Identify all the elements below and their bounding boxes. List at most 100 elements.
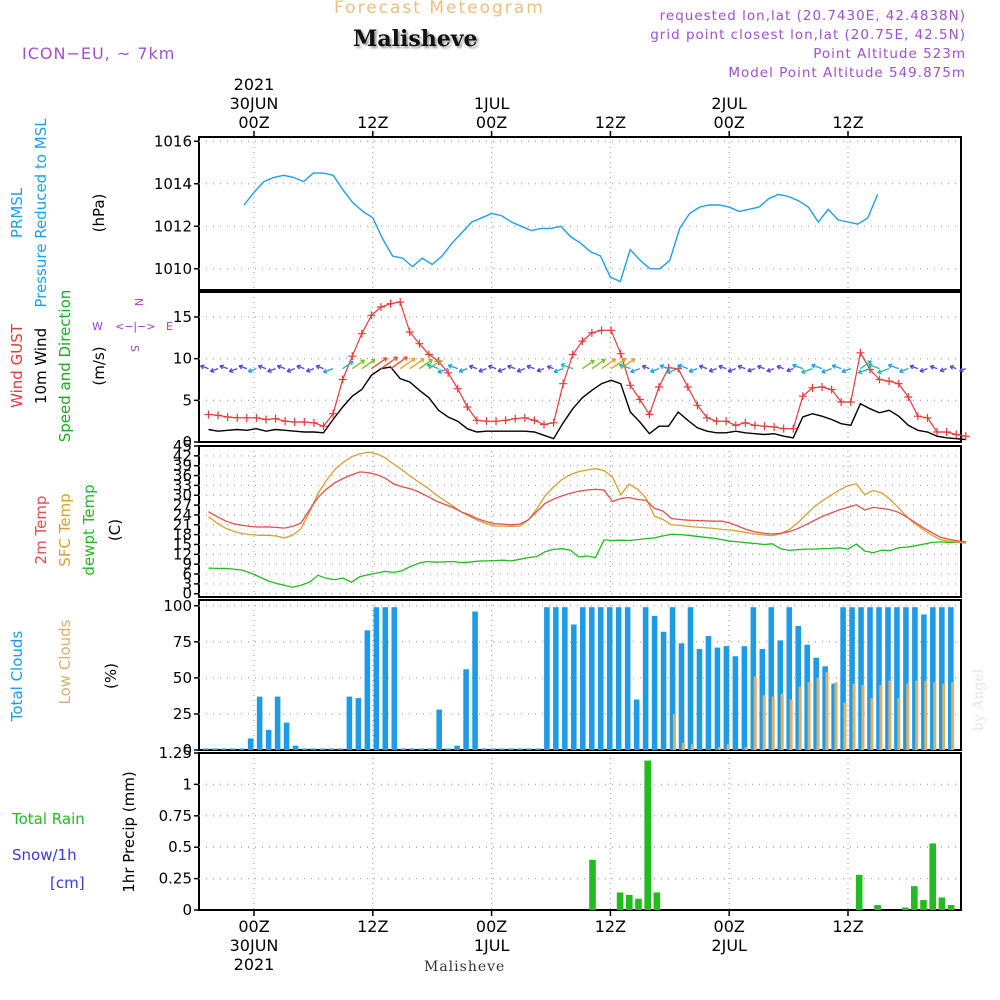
wind-arrow-head [737, 364, 743, 370]
wind-direction-arrow [737, 365, 746, 370]
wind-direction-arrow [811, 364, 823, 370]
wind-direction-arrow [841, 368, 851, 373]
rain-bar [901, 907, 909, 910]
gust-marker [587, 328, 596, 337]
x-tick-label-top: 12Z [357, 113, 388, 132]
total-cloud-bar [678, 643, 685, 750]
y-tick-label: 18 [173, 526, 192, 544]
panel-wind [198, 291, 962, 443]
low-cloud-bar [897, 698, 901, 750]
snow-unit-label: [cm] [50, 874, 85, 892]
pressure-label-short: PRMSL [8, 187, 26, 238]
total-cloud-bar [382, 607, 389, 750]
y-tick-label: 1.25 [159, 744, 192, 762]
low-cloud-bar [951, 682, 955, 750]
low-cloud-bar [861, 685, 865, 750]
wind-arrow-head [641, 364, 647, 370]
gust-marker [223, 413, 232, 421]
footer-location: Malisheve [424, 959, 506, 975]
wind-arrow-head [821, 368, 826, 374]
total-cloud-bar [283, 722, 290, 750]
rain-bar [874, 904, 881, 910]
rain-bar [920, 899, 927, 910]
panel-frame [198, 445, 962, 598]
gust-marker [578, 337, 587, 346]
gust-marker [242, 413, 251, 422]
total-cloud-bar [660, 631, 667, 750]
wind-arrow-head [756, 364, 762, 370]
wind-arrow-head [296, 364, 301, 370]
total-cloud-bar [597, 607, 604, 750]
total-cloud-bar [903, 607, 909, 750]
wind-arrow-head [811, 363, 816, 369]
wind-direction-arrow [859, 360, 872, 370]
gust-marker [779, 424, 788, 433]
panel-temperature [198, 445, 962, 598]
wind-arrow-head [393, 356, 399, 362]
requested-coords: requested lon,lat (20.7430E, 42.4838N) [659, 8, 966, 24]
y-tick-label: 3 [182, 575, 192, 593]
gust-marker [338, 375, 347, 384]
y-tick-label: 10 [173, 350, 192, 368]
panel-frame [198, 752, 962, 911]
gust-marker [482, 417, 491, 426]
total-cloud-bar [786, 607, 793, 750]
wind-arrow-head [420, 357, 425, 363]
low-cloud-bar [681, 742, 685, 750]
wind-arrow-head [841, 368, 847, 374]
compass-s: S [128, 345, 141, 352]
total-cloud-bar [211, 748, 218, 750]
total-cloud-bar [714, 647, 721, 750]
wind-direction-arrow [428, 359, 442, 370]
total-cloud-bar [346, 696, 353, 750]
gust-marker [453, 384, 462, 393]
gust-marker [808, 383, 817, 392]
rain-bar [938, 897, 946, 910]
total-cloud-bar [930, 607, 936, 750]
sfc-temp-line [208, 451, 966, 544]
wind-direction-arrow [610, 357, 627, 370]
wind-arrow-head [919, 367, 925, 373]
y-tick-label: 42 [173, 447, 192, 465]
wind-direction-arrow [478, 368, 487, 373]
gust-marker [712, 417, 721, 426]
gust-marker [904, 393, 913, 401]
wind-arrow-head [360, 359, 365, 365]
y-tick-label: 33 [173, 476, 192, 494]
total-cloud-bar [580, 607, 586, 750]
wind-arrow-head [959, 367, 964, 373]
low-cloud-bar [672, 713, 676, 750]
wind-direction-arrow [323, 368, 334, 373]
x-tick-label-bottom: 00Z [476, 917, 507, 936]
wind-arrow-head [305, 367, 311, 373]
wind-direction-arrow [497, 368, 506, 373]
wind-arrow-head [507, 364, 512, 370]
y-tick-label: 9 [182, 555, 192, 573]
total-cloud-bar [274, 696, 281, 750]
total-cloud-bar [427, 748, 433, 750]
wind-direction-arrow [619, 364, 631, 370]
wind-direction-arrow [258, 365, 267, 370]
total-cloud-bar [328, 748, 335, 750]
wind-arrow-head [200, 364, 205, 370]
product-title: Forecast Meteogram [334, 0, 545, 18]
total-cloud-bar [624, 607, 631, 750]
total-cloud-bar [544, 607, 550, 750]
wind-direction-arrow [727, 368, 736, 373]
panel-precip [198, 752, 962, 911]
wind-arrow-head [403, 356, 408, 361]
low-cloud-bar [780, 693, 784, 750]
total-cloud-bar [553, 607, 559, 750]
gust-marker [760, 422, 769, 431]
precip-unit-label: 1hr Precip (mm) [120, 771, 138, 892]
wind-arrow-head [315, 364, 321, 370]
gust-marker [377, 303, 386, 311]
wind-arrow-head [437, 368, 443, 374]
wind-arrow-head [447, 363, 453, 369]
total-cloud-bar [310, 748, 317, 750]
gust-marker [722, 417, 731, 426]
y-tick-label: 15 [173, 308, 192, 326]
x-tick-label-bottom: 00Z [238, 917, 269, 936]
wind-arrow-head [370, 358, 376, 364]
wind-arrow-head [536, 367, 542, 373]
